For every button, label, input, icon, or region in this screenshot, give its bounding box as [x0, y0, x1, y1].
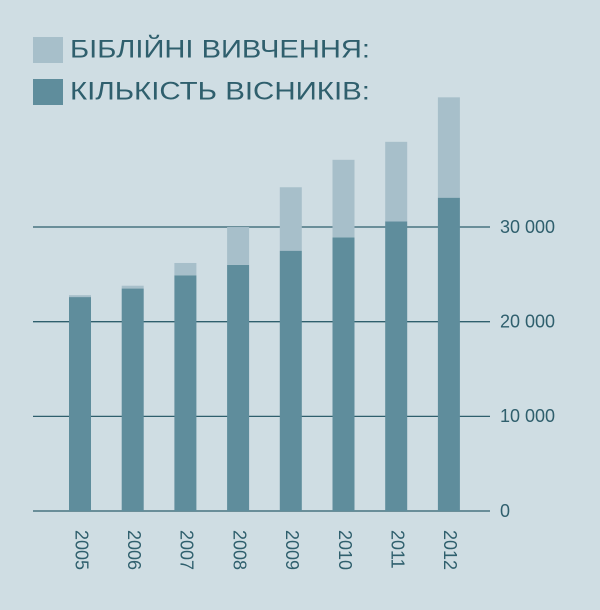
bar-segment [385, 141, 408, 222]
bar-segment [121, 285, 144, 289]
x-tick-label: 2005 [71, 530, 91, 570]
legend-swatch [33, 37, 63, 63]
bar-segment [332, 237, 355, 511]
bar-segment [279, 187, 302, 251]
x-tick-label: 2009 [282, 530, 302, 570]
x-tick-label: 2006 [124, 530, 144, 570]
bar-segment [227, 227, 250, 265]
bar-segment [437, 97, 460, 198]
bar-segment [227, 264, 250, 511]
y-tick-label: 20 000 [500, 311, 555, 331]
y-tick-label: 30 000 [500, 217, 555, 237]
x-tick-label: 2010 [335, 530, 355, 570]
legend-label: БІБЛІЙНІ ВИВЧЕННЯ: [70, 34, 370, 64]
x-tick-label: 2007 [177, 530, 197, 570]
y-tick-label: 0 [500, 501, 510, 521]
bar-segment [174, 262, 197, 276]
bar-segment [174, 275, 197, 511]
y-tick-label: 10 000 [500, 406, 555, 426]
bar-segment [385, 221, 408, 511]
legend-label: КІЛЬКІСТЬ ВІСНИКІВ: [70, 78, 370, 106]
bar-segment [69, 297, 91, 511]
bar-segment [121, 288, 144, 511]
x-tick-label: 2011 [387, 530, 407, 569]
bar-segment [332, 159, 355, 238]
x-tick-label: 2012 [440, 530, 460, 570]
bar-segment [279, 250, 302, 511]
bar-segment [69, 295, 91, 298]
legend-swatch [33, 79, 63, 105]
x-tick-label: 2008 [229, 530, 249, 570]
bar-segment [437, 197, 460, 511]
